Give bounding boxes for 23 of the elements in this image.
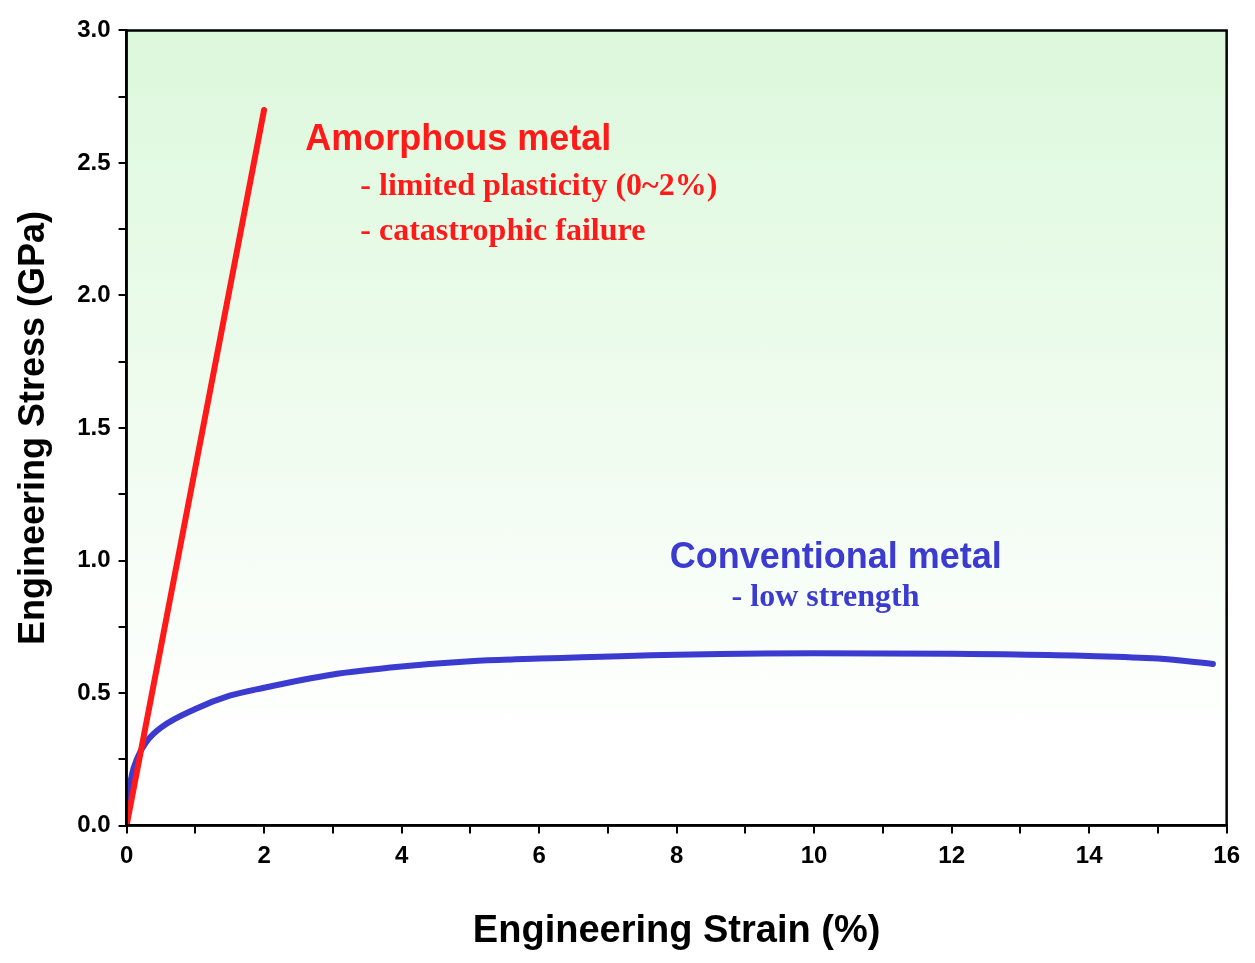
x-tick-label: 10 <box>800 840 828 868</box>
annotation: - limited plasticity (0~2%) <box>360 165 718 202</box>
series-label: Amorphous metal <box>305 116 612 158</box>
x-tick-label: 14 <box>1075 840 1104 868</box>
y-tick-label: 1.5 <box>77 412 111 440</box>
x-tick-label: 6 <box>532 840 546 868</box>
x-tick-label: 0 <box>119 840 134 868</box>
annotation: - catastrophic failure <box>360 210 646 247</box>
y-tick-label: 2.5 <box>77 147 111 175</box>
y-tick-label: 2.0 <box>77 280 111 308</box>
y-tick-label: 0.0 <box>77 810 111 838</box>
x-tick-label: 12 <box>938 840 965 868</box>
annotation: - low strength <box>731 576 920 613</box>
y-tick-label: 3.0 <box>77 15 111 43</box>
y-tick-label: 1.0 <box>77 545 111 573</box>
x-axis-title: Engineering Strain (%) <box>472 907 881 950</box>
x-tick-label: 16 <box>1213 840 1240 868</box>
y-axis-title: Engineering Stress (GPa) <box>10 210 52 646</box>
x-tick-label: 8 <box>669 840 684 868</box>
y-tick-label: 0.5 <box>77 677 111 705</box>
text: Conventional metal <box>669 535 1002 577</box>
x-tick-label: 2 <box>257 840 271 868</box>
x-tick-label: 4 <box>394 840 409 868</box>
